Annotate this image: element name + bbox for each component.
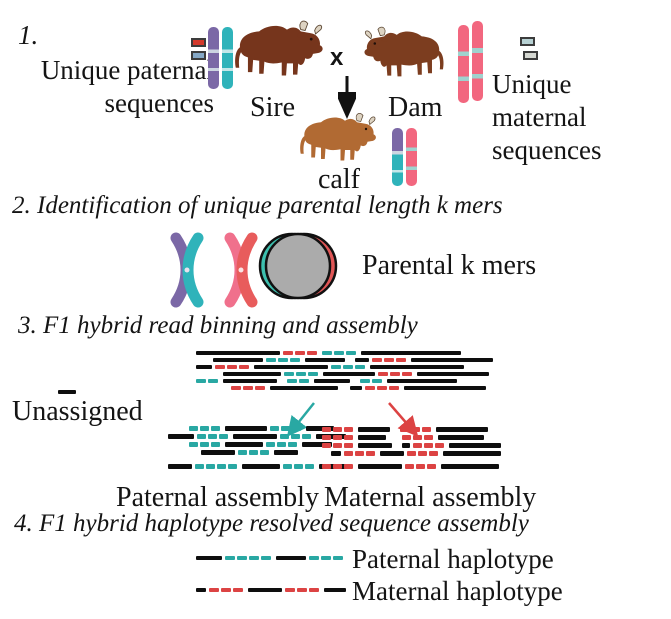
paternal-kmer-box-red [191, 38, 206, 47]
parental-kmer-label: Parental k mers [362, 250, 537, 281]
paternal-x-chromosome [170, 232, 204, 308]
step1-number: 1. [18, 20, 39, 50]
maternal-kmer-box-teal [520, 37, 535, 46]
maternal-chromosome-pink-1 [458, 25, 469, 103]
maternal-haplotype-line [196, 588, 349, 595]
maternal-x-chromosome [224, 232, 258, 308]
parental-kmer-venn [258, 232, 338, 300]
dam-image [364, 26, 444, 77]
unique-paternal-line2: sequences [104, 87, 214, 118]
maternal-assembly-label: Maternal assembly [324, 482, 537, 513]
paternal-haplotype-label: Paternal haplotype [352, 544, 554, 574]
maternal-assembly-consensus [322, 464, 502, 472]
offspring-arrow [338, 76, 356, 119]
read-pool [196, 351, 496, 393]
paternal-assembly-label: Paternal assembly [116, 482, 319, 513]
paternal-assembly-reads [168, 426, 349, 458]
unique-maternal-line1: Unique maternal [492, 69, 587, 132]
step3-heading: 3. F1 hybrid read binning and assembly [18, 312, 418, 339]
unassigned-read [58, 390, 79, 397]
unique-paternal-line1: Unique paternal [40, 55, 214, 85]
paternal-chromosome-teal [222, 27, 233, 89]
unassigned-label: Unassigned [12, 396, 143, 427]
step4-heading: 4. F1 hybrid haplotype resolved sequence… [14, 510, 529, 537]
unique-maternal-label: Unique maternal sequences [492, 68, 671, 167]
maternal-bin-arrow [388, 402, 419, 437]
paternal-assembly-consensus [168, 464, 348, 472]
step2-heading: 2. Identification of unique parental len… [12, 192, 503, 219]
maternal-kmer-box-gray [523, 51, 538, 60]
maternal-assembly-reads [322, 427, 504, 459]
paternal-chromosome-purple [208, 27, 219, 89]
dam-label: Dam [388, 92, 443, 123]
maternal-chromosome-pink-2 [472, 21, 483, 101]
sire-label: Sire [250, 92, 296, 123]
paternal-haplotype-line [196, 556, 348, 563]
calf-chromosome-paternal [392, 128, 403, 186]
maternal-haplotype-label: Maternal haplotype [352, 576, 563, 606]
unique-maternal-line2: sequences [492, 134, 602, 165]
sire-image [234, 20, 324, 76]
calf-label: calf [318, 164, 360, 195]
cross-symbol: x [330, 44, 344, 71]
calf-chromosome-maternal [406, 128, 417, 186]
paternal-kmer-box-blue [191, 51, 206, 60]
unique-paternal-label: Unique paternal sequences [38, 54, 214, 120]
